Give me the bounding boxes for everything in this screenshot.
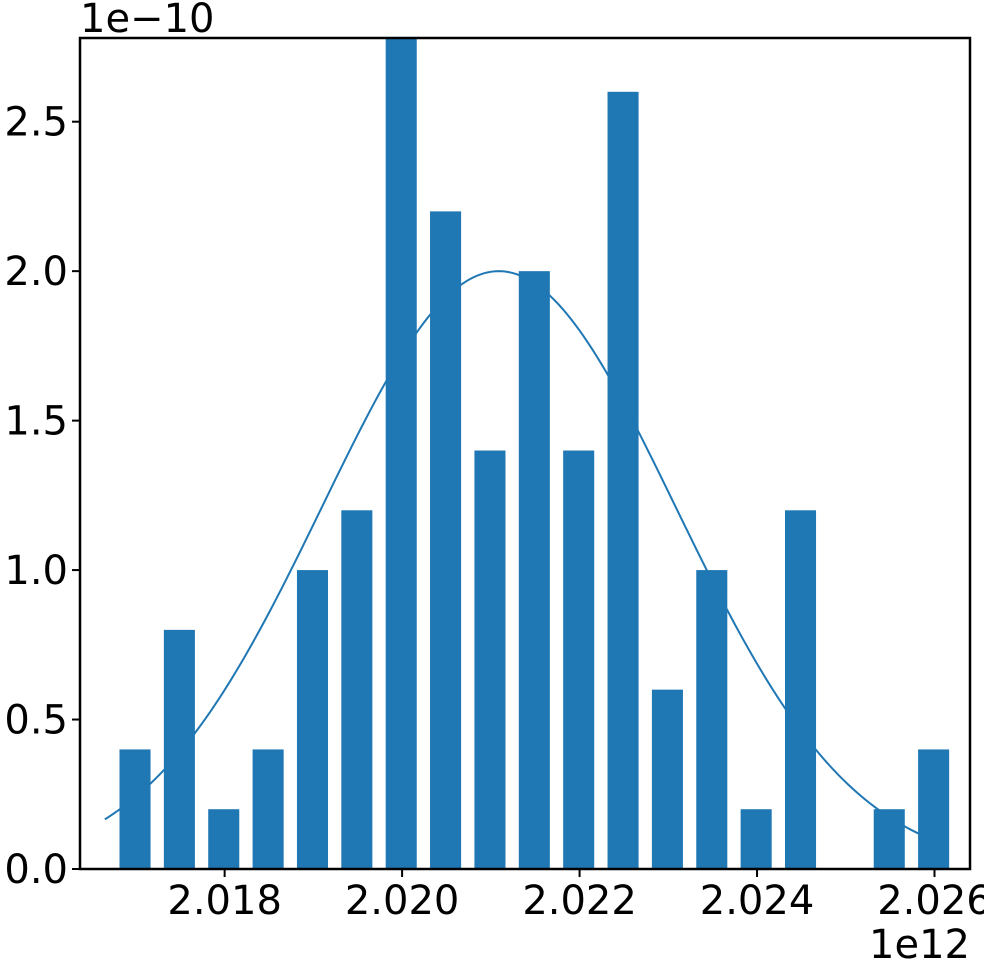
y-offset-label: 1e−10 bbox=[80, 0, 214, 42]
bar-7 bbox=[385, 38, 417, 869]
plot-frame bbox=[78, 36, 972, 871]
y-tick-label-1: 0.0 bbox=[4, 847, 68, 893]
bar-8 bbox=[430, 211, 462, 869]
bar-10 bbox=[518, 271, 550, 869]
bar-16 bbox=[784, 510, 817, 869]
bar-5 bbox=[296, 570, 329, 869]
bar-15 bbox=[740, 809, 772, 869]
bar-17 bbox=[873, 809, 905, 869]
bar-13 bbox=[651, 689, 683, 869]
bar-1 bbox=[119, 749, 151, 869]
y-tick-label-6: 2.5 bbox=[4, 100, 68, 146]
y-tick-label-3: 1.0 bbox=[4, 548, 68, 594]
y-axis: 0.0 0.5 1.0 1.5 2.0 2.5 bbox=[4, 100, 80, 893]
bar-18 bbox=[918, 749, 950, 869]
y-tick-label-2: 0.5 bbox=[4, 698, 68, 744]
bar-6 bbox=[341, 510, 373, 869]
x-offset-label: 1e12 bbox=[869, 922, 970, 968]
x-axis: 2.018 2.020 2.022 2.024 2.026 bbox=[167, 869, 984, 924]
y-tick-label-5: 2.0 bbox=[4, 249, 68, 295]
y-tick-label-4: 1.5 bbox=[4, 399, 68, 445]
bars bbox=[119, 38, 950, 869]
bar-3 bbox=[208, 809, 240, 869]
bar-4 bbox=[252, 749, 284, 869]
x-tick-label-2: 2.020 bbox=[345, 878, 460, 924]
x-tick-label-5: 2.026 bbox=[877, 878, 984, 924]
fit-curve bbox=[104, 270, 946, 846]
x-tick-label-3: 2.022 bbox=[522, 878, 637, 924]
bar-14 bbox=[696, 570, 728, 869]
bar-11 bbox=[563, 450, 595, 869]
bar-12 bbox=[607, 91, 639, 869]
bar-9 bbox=[474, 450, 506, 869]
x-tick-label-1: 2.018 bbox=[167, 878, 282, 924]
bar-2 bbox=[163, 629, 195, 869]
x-tick-label-4: 2.024 bbox=[700, 878, 815, 924]
